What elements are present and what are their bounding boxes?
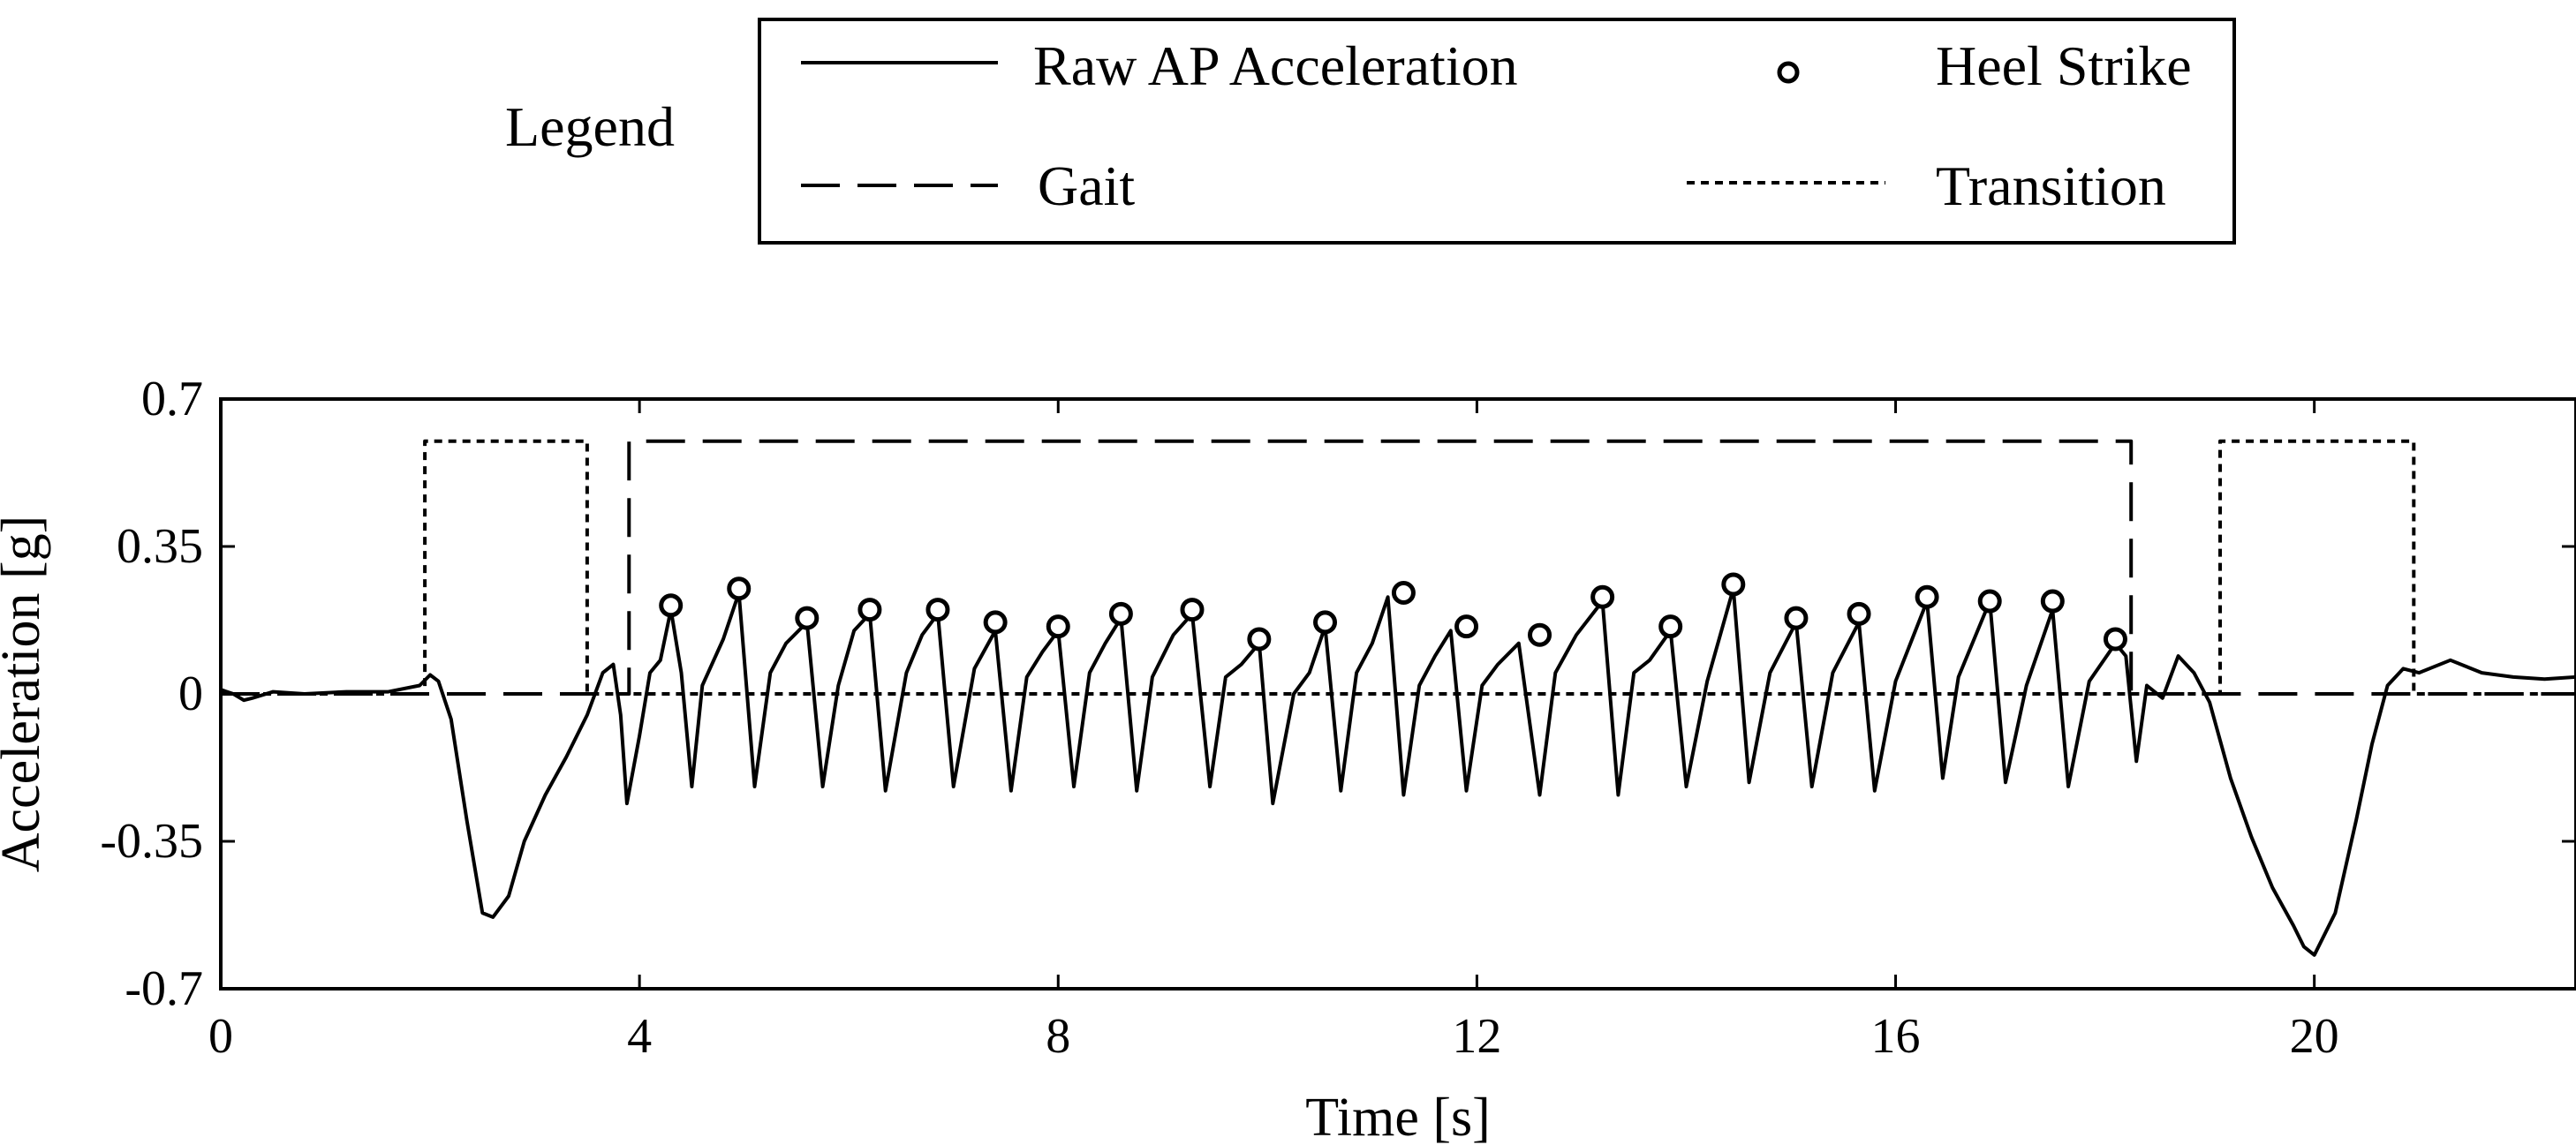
heel-strike-point-9 [1247, 627, 1272, 652]
series-line-gait [221, 439, 2576, 696]
heel-strike-point-17 [1784, 606, 1809, 630]
x-tick-label-1: 4 [627, 1009, 652, 1064]
y-tick-label-1: -0.35 [100, 814, 203, 869]
legend: Legend Raw AP Acceleration Heel Strike G… [505, 18, 2236, 245]
plot-area: 0 4 8 12 16 20 -0.7 -0.35 0 0.35 0.7 [100, 372, 2576, 1064]
heel-strike-point-7 [1108, 601, 1133, 626]
y-tick-label-3: 0.35 [117, 519, 203, 574]
tick-labels: 0 4 8 12 16 20 -0.7 -0.35 0 0.35 0.7 [100, 372, 2338, 1064]
x-tick-label-2: 8 [1046, 1009, 1070, 1064]
heel-strike-point-8 [1180, 598, 1205, 622]
x-tick-label-4: 16 [1871, 1009, 1921, 1064]
heel-strike-point-12 [1454, 614, 1479, 639]
y-tick-label-0: -0.7 [125, 961, 203, 1016]
heel-strike-point-11 [1391, 580, 1416, 605]
y-tick-label-2: 0 [178, 667, 203, 721]
heel-strike-point-16 [1721, 572, 1746, 597]
heel-strike-point-19 [1915, 584, 1939, 609]
heel-strike-point-18 [1847, 601, 1871, 626]
legend-swatch-heel-strike [1777, 61, 1800, 84]
x-tick-label-0: 0 [208, 1009, 233, 1064]
heel-strike-point-20 [1977, 589, 2002, 614]
heel-strike-point-10 [1313, 610, 1338, 635]
heel-strike-point-3 [857, 598, 882, 622]
heel-strike-point-22 [2103, 627, 2127, 652]
heel-strike-point-14 [1590, 584, 1615, 609]
heel-strike-point-2 [795, 606, 820, 630]
heel-strike-point-13 [1528, 622, 1552, 647]
x-tick-label-3: 12 [1452, 1009, 1501, 1064]
legend-label-gait: Gait [1038, 154, 1135, 217]
series-line-transition [221, 439, 2576, 696]
heel-strike-point-1 [727, 576, 752, 601]
series-layer [220, 439, 2576, 957]
heel-strike-point-0 [659, 593, 684, 618]
heel-strike-point-15 [1658, 614, 1683, 639]
heel-strike-point-6 [1046, 614, 1070, 639]
heel-strike-point-5 [983, 610, 1008, 635]
legend-label-transition: Transition [1936, 154, 2166, 217]
y-axis-label: Acceleration [g] [0, 516, 51, 872]
heel-strike-point-4 [925, 598, 950, 622]
heel-strike-markers [659, 572, 2127, 652]
legend-label-raw-ap-acceleration: Raw AP Acceleration [1033, 34, 1518, 97]
legend-title: Legend [505, 95, 675, 158]
y-tick-label-4: 0.7 [141, 372, 203, 426]
heel-strike-point-21 [2040, 589, 2065, 614]
x-tick-label-5: 20 [2290, 1009, 2339, 1064]
legend-box [758, 18, 2236, 245]
series-line-raw-ap-acceleration [220, 586, 2576, 957]
legend-label-heel-strike: Heel Strike [1936, 34, 2192, 97]
x-axis-label: Time [s] [1305, 1088, 1491, 1145]
